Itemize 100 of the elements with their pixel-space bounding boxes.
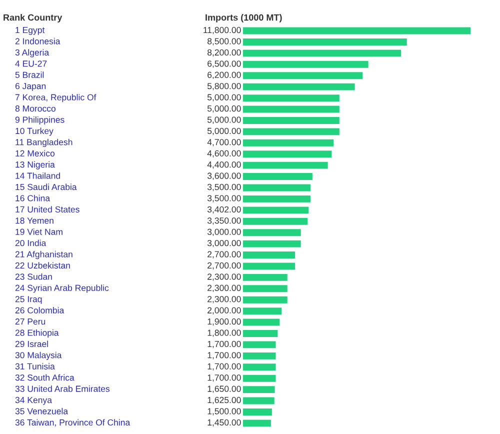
data-label: 5,000.00: [207, 128, 241, 136]
bar: [243, 408, 272, 416]
y-tick-label: 24 Syrian Arab Republic: [15, 284, 109, 293]
bar: [243, 60, 368, 68]
y-tick-label: 1 Egypt: [16, 27, 45, 35]
data-label: 3,500.00: [207, 195, 241, 202]
data-label: 5,000.00: [207, 94, 241, 102]
bar: [243, 296, 288, 304]
bar: [243, 83, 355, 90]
y-tick-label: 29 Israel: [15, 340, 48, 348]
bar: [243, 386, 275, 394]
bar: [243, 162, 328, 169]
data-label: 8,200.00: [208, 49, 241, 57]
y-tick-label: 15 Saudi Arabia: [16, 184, 77, 190]
bar: [243, 128, 340, 136]
data-label: 1,450.00: [208, 419, 241, 427]
bar: [243, 38, 407, 46]
data-label: 3,000.00: [207, 240, 241, 248]
y-tick-label: 33 United Arab Emirates: [15, 385, 110, 392]
data-label: 1,625.00: [208, 396, 241, 404]
bar: [243, 139, 334, 146]
data-label: 2,000.00: [208, 307, 241, 314]
y-tick-label: 9 Philippines: [15, 116, 64, 125]
data-label: 3,350.00: [207, 218, 241, 225]
y-tick-label: 6 Japan: [15, 82, 46, 91]
y-tick-label: 16 China: [16, 194, 50, 202]
bar: [243, 274, 288, 281]
data-label: 11,800.00: [204, 26, 241, 34]
y-tick-label: 22 Uzbekistan: [15, 262, 70, 269]
bar: [243, 352, 276, 360]
data-label: 2,300.00: [208, 284, 241, 292]
bar: [243, 330, 278, 337]
bar: [243, 27, 470, 34]
bar: [243, 252, 296, 258]
y-tick-label: 18 Yemen: [16, 218, 54, 224]
bar: [243, 420, 271, 427]
bar: [243, 308, 282, 315]
y-tick-label: 30 Malaysia: [15, 352, 62, 360]
data-label: 6,500.00: [208, 60, 241, 68]
data-label: 3,402.00: [207, 206, 241, 214]
data-label: 4,600.00: [207, 150, 241, 158]
data-label: 5,000.00: [207, 105, 241, 113]
bar: [243, 173, 312, 180]
data-label: 1,500.00: [208, 408, 241, 416]
data-label: 1,700.00: [208, 374, 241, 382]
y-tick-label: 12 Mexico: [16, 150, 55, 156]
y-tick-label: 14 Thailand: [16, 172, 60, 179]
y-tick-label: 32 South Africa: [15, 374, 74, 381]
y-tick-label: 34 Kenya: [15, 396, 52, 405]
bar: [243, 94, 340, 102]
bar: [243, 72, 363, 80]
y-tick-label: 26 Colombia: [15, 306, 64, 314]
y-tick-label: 7 Korea, Republic Of: [15, 94, 96, 102]
y-tick-label: 21 Afghanistan: [15, 250, 72, 260]
bar: [243, 240, 301, 248]
data-label: 4,400.00: [207, 161, 241, 169]
data-label: 1,700.00: [208, 363, 241, 371]
y-tick-label: 11 Bangladesh: [16, 138, 72, 147]
data-label: 2,300.00: [208, 296, 241, 304]
y-tick-label: 8 Morocco: [15, 105, 56, 112]
bar: [243, 364, 276, 371]
data-label: 6,200.00: [208, 72, 241, 80]
bar: [243, 229, 301, 236]
bar: [243, 116, 340, 124]
bar: [243, 341, 276, 348]
bar: [243, 285, 288, 292]
data-label: 1,700.00: [208, 352, 241, 360]
y-tick-label: 28 Ethiopia: [15, 329, 59, 338]
y-tick-label: 27 Peru: [15, 318, 46, 325]
data-label: 5,000.00: [207, 116, 241, 124]
y-tick-label: 2 Indonesia: [15, 38, 60, 44]
y-tick-label: 23 Sudan: [15, 273, 52, 280]
y-tick-label: 4 EU-27: [15, 60, 47, 67]
data-label: 2,700.00: [208, 251, 241, 258]
data-label: 2,700.00: [208, 262, 241, 270]
y-tick-label: 17 United States: [16, 206, 80, 213]
data-label: 5,800.00: [207, 82, 241, 90]
y-tick-label: 5 Brazil: [15, 72, 44, 78]
y-axis-title: Rank Country: [4, 14, 62, 22]
data-label: 1,700.00: [208, 340, 241, 348]
data-label: 3,000.00: [207, 228, 241, 236]
data-label: 4,700.00: [207, 139, 241, 146]
data-label: 8,500.00: [208, 38, 241, 46]
y-tick-label: 31 Tunisia: [15, 363, 55, 370]
y-tick-label: 35 Venezuela: [15, 408, 68, 414]
bar: [243, 374, 276, 382]
x-axis-title: Imports (1000 MT): [206, 14, 282, 22]
y-tick-label: 25 Iraq: [15, 296, 42, 304]
y-tick-label: 36 Taiwan, Province Of China: [15, 419, 130, 427]
bar: [243, 318, 280, 326]
y-tick-label: 19 Viet Nam: [16, 228, 62, 235]
y-tick-label: 20 India: [15, 240, 46, 246]
bar: [243, 184, 310, 192]
bar: [243, 262, 296, 270]
bar: [243, 50, 402, 57]
bar: [243, 397, 274, 404]
data-label: 1,900.00: [208, 318, 241, 326]
data-label: 3,600.00: [207, 172, 241, 180]
data-label: 1,650.00: [208, 386, 241, 393]
data-label: 1,800.00: [208, 330, 241, 337]
